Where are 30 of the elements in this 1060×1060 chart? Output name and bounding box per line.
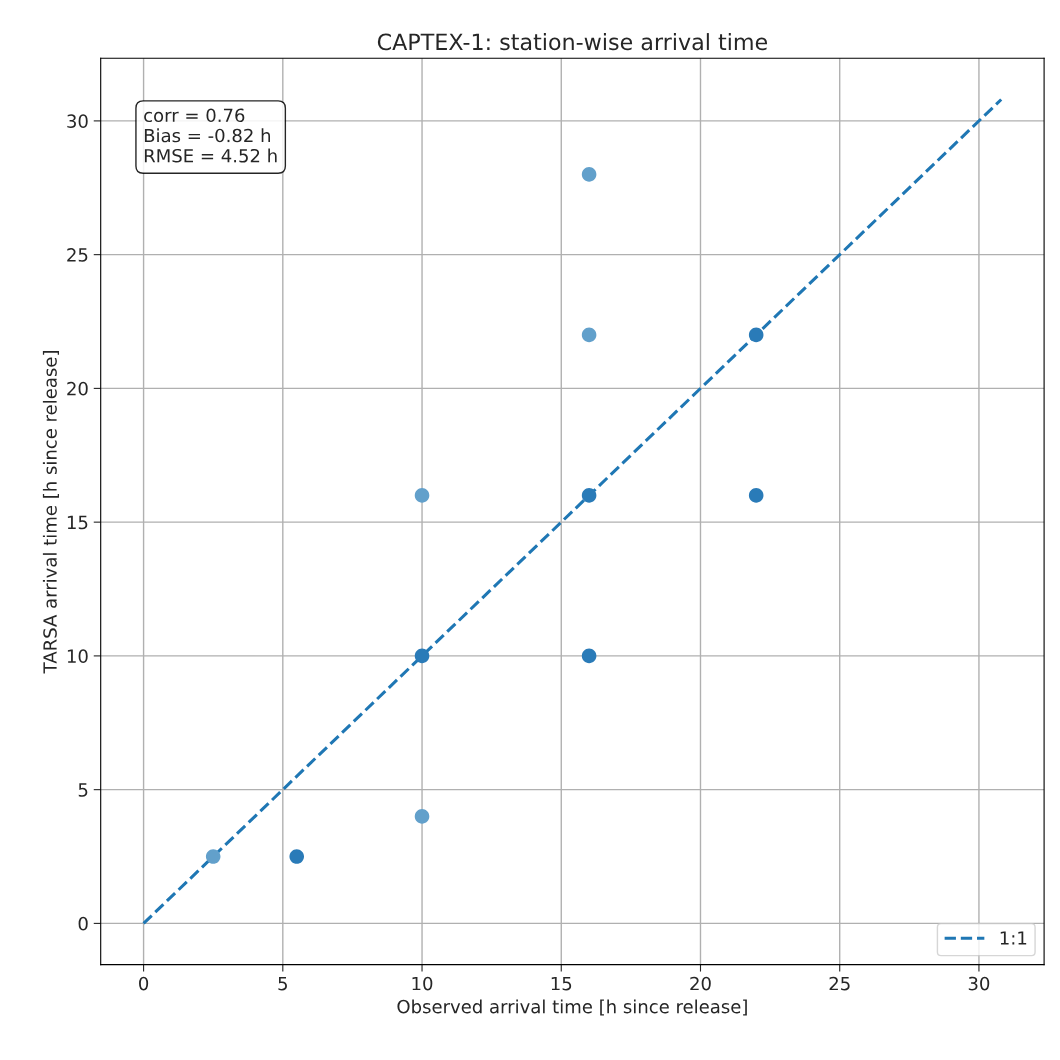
x-axis-title: Observed arrival time [h since release]: [397, 999, 747, 1016]
point: [414, 488, 430, 503]
point: [581, 167, 597, 182]
x-tick-label: 25: [829, 976, 850, 991]
x-tick-label: 5: [278, 976, 287, 991]
x-tick-label: 30: [968, 976, 990, 991]
point: [748, 488, 764, 503]
x-tick-label: 0: [139, 976, 149, 991]
y-axis-title: TARSA arrival time [h since release]: [42, 351, 59, 674]
legend-label: 1:1: [1000, 931, 1027, 945]
y-tick-label: 30: [67, 114, 88, 129]
y-tick-label: 20: [67, 381, 88, 396]
point: [581, 488, 597, 503]
x-tick-label: 20: [690, 976, 711, 991]
y-tick-label: 25: [67, 248, 88, 262]
point: [581, 648, 597, 664]
point: [748, 327, 764, 343]
point: [205, 849, 221, 864]
y-tick-label: 15: [67, 515, 88, 530]
point: [414, 809, 430, 824]
annotation: corr = 0.76 Bias = -0.82 h RMSE = 4.52 h: [144, 108, 277, 163]
point: [289, 849, 305, 864]
y-tick-label: 5: [78, 783, 88, 797]
x-tick-label: 15: [551, 976, 572, 991]
point: [414, 648, 430, 664]
point: [581, 327, 597, 343]
y-tick-label: 0: [78, 916, 88, 931]
y-tick-label: 10: [67, 649, 88, 664]
chart-title: CAPTEX-1: station-wise arrival time: [377, 33, 768, 51]
x-tick-label: 10: [412, 976, 433, 991]
